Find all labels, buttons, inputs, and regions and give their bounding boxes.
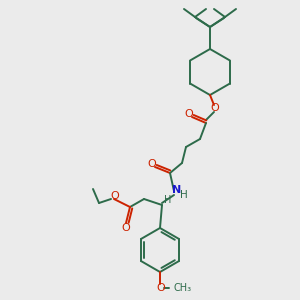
Text: O: O: [122, 223, 130, 233]
Text: H: H: [180, 190, 188, 200]
Text: O: O: [148, 159, 156, 169]
Text: O: O: [211, 103, 219, 113]
Text: H: H: [164, 195, 172, 205]
Text: O: O: [157, 283, 165, 293]
Text: O: O: [111, 191, 119, 201]
Text: N: N: [172, 185, 182, 195]
Text: O: O: [184, 109, 194, 119]
Text: CH₃: CH₃: [173, 283, 191, 293]
